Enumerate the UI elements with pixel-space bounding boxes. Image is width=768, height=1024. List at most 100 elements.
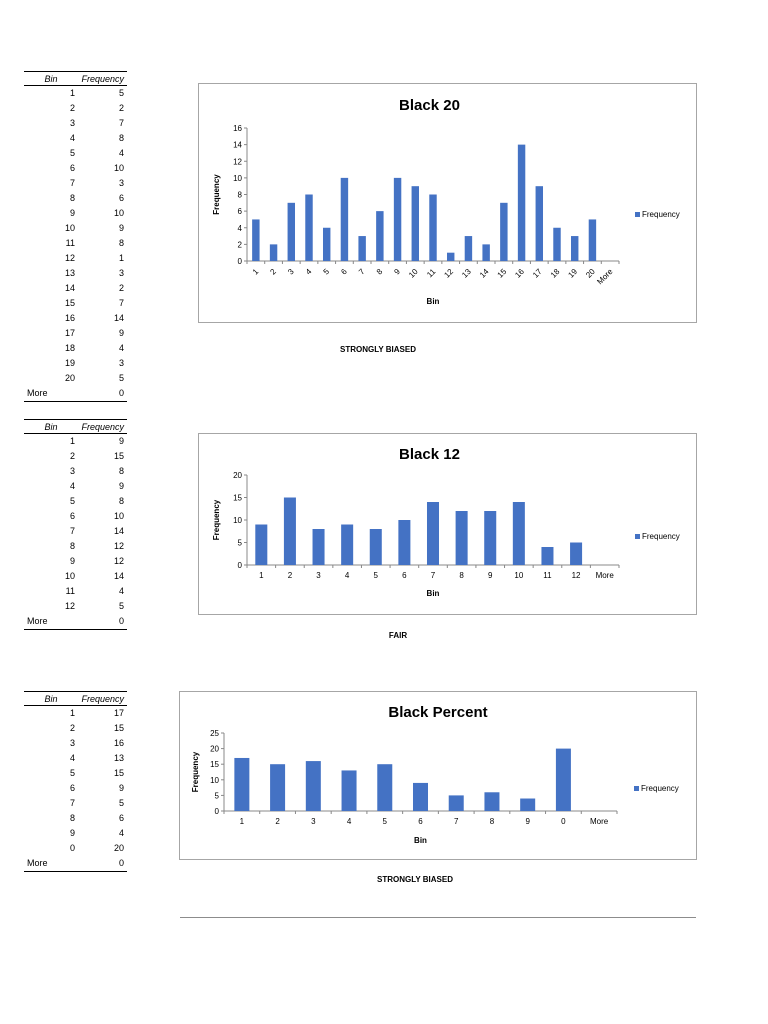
x-tick-label: 16: [513, 267, 526, 280]
x-axis-title: Bin: [414, 836, 427, 845]
frequency-table-black-percent: Bin Frequency 1 17 2 15 3 16 4 13 5 15 6 9 7 5 8 6 9 4 0 20 Mo…: [24, 691, 127, 872]
bin-cell: 9: [69, 208, 75, 218]
table-row: 0 20: [24, 841, 127, 856]
y-tick-label: 0: [215, 807, 220, 816]
frequency-cell: 14: [113, 313, 124, 323]
y-tick-label: 20: [210, 745, 219, 754]
table-row: 20 5: [24, 371, 127, 386]
x-tick-label: 8: [490, 817, 495, 826]
bin-cell: 18: [64, 343, 75, 353]
frequency-cell: 5: [118, 88, 124, 98]
frequency-cell: 0: [78, 614, 127, 630]
bin-cell: 14: [64, 283, 75, 293]
chart-title: Black 20: [399, 97, 460, 114]
y-tick-label: 15: [210, 760, 219, 769]
bin-cell: More: [24, 856, 78, 872]
table-row: 16 14: [24, 311, 127, 326]
bar-bin-13: [464, 236, 473, 261]
x-tick-label: 6: [402, 571, 407, 580]
y-tick-label: 10: [233, 174, 242, 183]
bar-bin-10: [411, 186, 420, 261]
bin-cell: 5: [69, 148, 75, 158]
table-row: 10 14: [24, 569, 127, 584]
frequency-cell: 7: [118, 118, 124, 128]
bin-cell: 8: [69, 813, 75, 823]
x-tick-label: 5: [383, 817, 388, 826]
x-tick-label: 7: [357, 267, 367, 277]
frequency-cell: 15: [113, 451, 124, 461]
frequency-cell: 8: [118, 496, 124, 506]
frequency-cell: 10: [113, 208, 124, 218]
frequency-cell: 8: [118, 133, 124, 143]
bar-bin-8: [455, 511, 468, 565]
chart-title: Black Percent: [388, 704, 487, 721]
bar-bin-2: [283, 497, 296, 565]
y-tick-label: 15: [233, 494, 242, 503]
table-row: 4 13: [24, 751, 127, 766]
bin-cell: 1: [69, 436, 75, 446]
bin-cell: 10: [64, 223, 75, 233]
frequency-cell: 8: [118, 238, 124, 248]
frequency-cell: 4: [118, 343, 124, 353]
x-tick-label: 6: [339, 267, 349, 277]
bin-cell: 12: [64, 253, 75, 263]
x-tick-label: More: [595, 267, 615, 287]
table-row: 17 9: [24, 326, 127, 341]
frequency-cell: 14: [113, 526, 124, 536]
frequency-cell: 17: [113, 708, 124, 718]
bin-cell: 6: [69, 511, 75, 521]
x-axis-title: Bin: [427, 297, 440, 306]
x-tick-label: 7: [431, 571, 436, 580]
bin-cell: 6: [69, 783, 75, 793]
bar-bin-9: [393, 177, 402, 261]
table-row: 13 3: [24, 266, 127, 281]
x-tick-label: 1: [240, 817, 245, 826]
x-tick-label: 12: [442, 267, 455, 280]
frequency-cell: 9: [118, 481, 124, 491]
frequency-cell: 9: [118, 436, 124, 446]
x-tick-label: 6: [418, 817, 423, 826]
table-row: 19 3: [24, 356, 127, 371]
frequency-cell: 5: [118, 798, 124, 808]
bin-cell: 15: [64, 298, 75, 308]
x-tick-label: 7: [454, 817, 459, 826]
x-tick-label: 5: [374, 571, 379, 580]
x-tick-label: 17: [531, 267, 544, 280]
y-axis-title: Frequency: [212, 174, 221, 215]
table-row: 15 7: [24, 296, 127, 311]
frequency-cell: 9: [118, 328, 124, 338]
frequency-cell: 14: [113, 571, 124, 581]
column-header-frequency: Frequency: [78, 691, 127, 706]
x-tick-label: 10: [407, 267, 420, 280]
legend-label: Frequency: [642, 210, 680, 219]
x-tick-label: 9: [525, 817, 530, 826]
verdict-label-black-20: STRONGLY BIASED: [339, 345, 416, 354]
frequency-cell: 4: [118, 148, 124, 158]
bar-bin-7: [448, 795, 464, 811]
y-tick-label: 2: [238, 240, 243, 249]
bin-cell: 11: [65, 238, 75, 248]
x-tick-label: More: [596, 571, 615, 580]
table-row: 9 12: [24, 554, 127, 569]
bin-cell: 8: [69, 193, 75, 203]
legend-label: Frequency: [641, 784, 679, 793]
table-row: 11 8: [24, 236, 127, 251]
bin-cell: 1: [69, 708, 75, 718]
frequency-cell: 12: [113, 541, 124, 551]
frequency-cell: 15: [113, 723, 124, 733]
frequency-cell: 12: [113, 556, 124, 566]
verdict-label-black-percent: STRONGLY BIASED: [376, 875, 453, 884]
legend-swatch: [635, 534, 640, 539]
bar-bin-8: [376, 211, 384, 261]
x-tick-label: 2: [288, 571, 293, 580]
frequency-table-black-12: Bin Frequency 1 9 2 15 3 8 4 9 5 8 6 10 7 14 8 12 9 12 10 14 1…: [24, 419, 127, 630]
x-tick-label: 2: [268, 267, 278, 277]
